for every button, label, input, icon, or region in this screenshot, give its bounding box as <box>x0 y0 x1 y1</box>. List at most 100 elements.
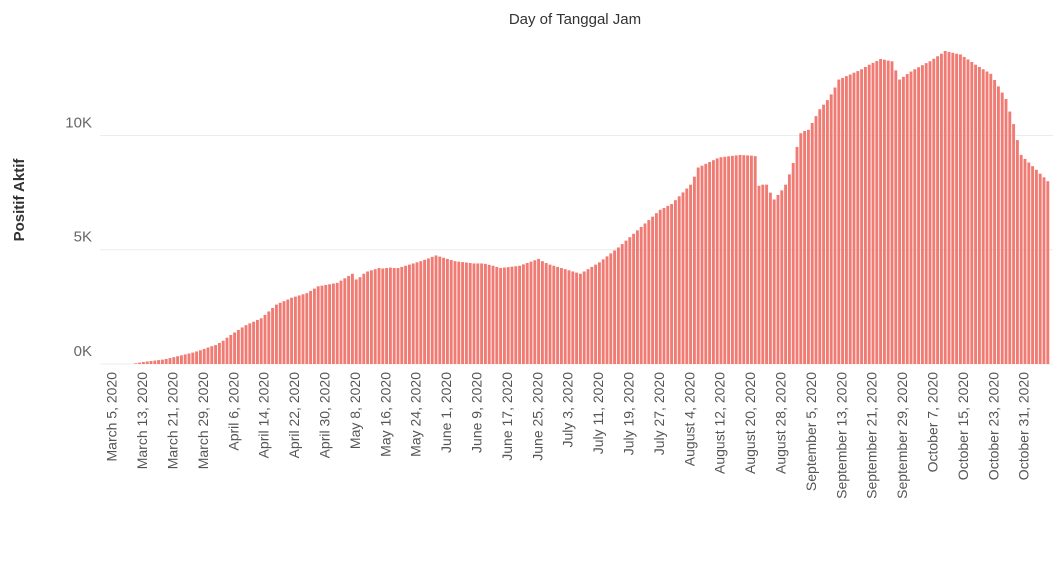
y-tick-label: 5K <box>74 229 92 246</box>
bar <box>221 340 225 364</box>
bar <box>217 342 221 364</box>
bar <box>700 165 704 364</box>
bar <box>301 294 305 364</box>
bar <box>176 356 180 364</box>
bar <box>510 266 514 364</box>
bar <box>259 318 263 364</box>
bar <box>415 262 419 364</box>
bar <box>362 273 366 364</box>
bar <box>229 334 233 364</box>
bar <box>354 279 358 364</box>
bar <box>708 162 712 364</box>
bar <box>993 80 997 364</box>
bar <box>685 188 689 364</box>
bar <box>780 190 784 364</box>
bar <box>369 270 373 364</box>
bar <box>529 261 533 364</box>
bar <box>822 104 826 365</box>
bar <box>639 226 643 364</box>
x-tick-label: June 17, 2020 <box>499 372 515 461</box>
bar <box>746 155 750 364</box>
bar <box>449 260 453 364</box>
x-tick-label: March 5, 2020 <box>104 372 120 462</box>
bar <box>316 286 320 364</box>
bar <box>198 350 202 364</box>
x-tick-label: September 5, 2020 <box>803 372 819 491</box>
bar <box>138 362 142 364</box>
bar <box>787 174 791 364</box>
bar <box>772 199 776 364</box>
bar <box>605 256 609 364</box>
bar <box>252 321 256 364</box>
bar <box>236 329 240 364</box>
bar <box>195 351 199 364</box>
x-tick-label: April 6, 2020 <box>225 372 241 451</box>
bar <box>392 268 396 364</box>
bar <box>970 61 974 365</box>
bar <box>293 296 297 364</box>
bar <box>157 360 161 364</box>
bar <box>765 184 769 364</box>
bar <box>1034 169 1038 364</box>
bar <box>206 347 210 364</box>
x-tick-label: June 25, 2020 <box>529 372 545 461</box>
bar <box>632 233 636 364</box>
bar <box>552 265 556 364</box>
bar <box>955 53 959 365</box>
x-tick-label: July 19, 2020 <box>621 372 637 455</box>
bar <box>601 259 605 364</box>
bar <box>434 255 438 364</box>
bar <box>153 360 157 364</box>
bar <box>514 266 518 364</box>
bar <box>681 192 685 364</box>
bar <box>616 247 620 364</box>
bar <box>738 154 742 364</box>
bar <box>696 167 700 364</box>
x-tick-label: August 12, 2020 <box>712 372 728 474</box>
bar <box>753 156 757 364</box>
bar <box>871 62 875 365</box>
bar <box>803 130 807 364</box>
bar <box>377 268 381 364</box>
bar <box>673 200 677 364</box>
bar <box>468 263 472 364</box>
bar <box>575 272 579 364</box>
bar <box>784 184 788 364</box>
bar <box>989 73 993 365</box>
bar <box>594 264 598 364</box>
x-tick-label: September 13, 2020 <box>833 372 849 499</box>
bar <box>537 258 541 364</box>
bar <box>860 69 864 364</box>
bar <box>480 263 484 364</box>
bar <box>521 264 525 364</box>
bar <box>936 56 940 364</box>
bar <box>890 61 894 365</box>
bar <box>255 319 259 364</box>
bar <box>814 116 818 364</box>
bar <box>278 302 282 364</box>
bar <box>776 194 780 364</box>
x-tick-label: June 9, 2020 <box>469 372 485 453</box>
bar <box>962 56 966 364</box>
bar <box>502 267 506 364</box>
bar <box>799 133 803 364</box>
bar <box>331 283 335 364</box>
x-tick-label: September 29, 2020 <box>894 372 910 499</box>
bar <box>1019 154 1023 364</box>
bar <box>974 64 978 364</box>
bar <box>647 220 651 364</box>
bar <box>920 65 924 365</box>
bar <box>506 267 510 364</box>
bar <box>168 358 172 364</box>
bar <box>141 361 145 364</box>
bar <box>567 270 571 364</box>
y-axis-label: Positif Aktif <box>11 158 28 242</box>
bar <box>290 297 294 364</box>
bar <box>844 76 848 364</box>
bar <box>1038 173 1042 364</box>
bar <box>559 268 563 364</box>
bar <box>977 66 981 364</box>
bar <box>563 269 567 364</box>
bar <box>833 87 837 364</box>
